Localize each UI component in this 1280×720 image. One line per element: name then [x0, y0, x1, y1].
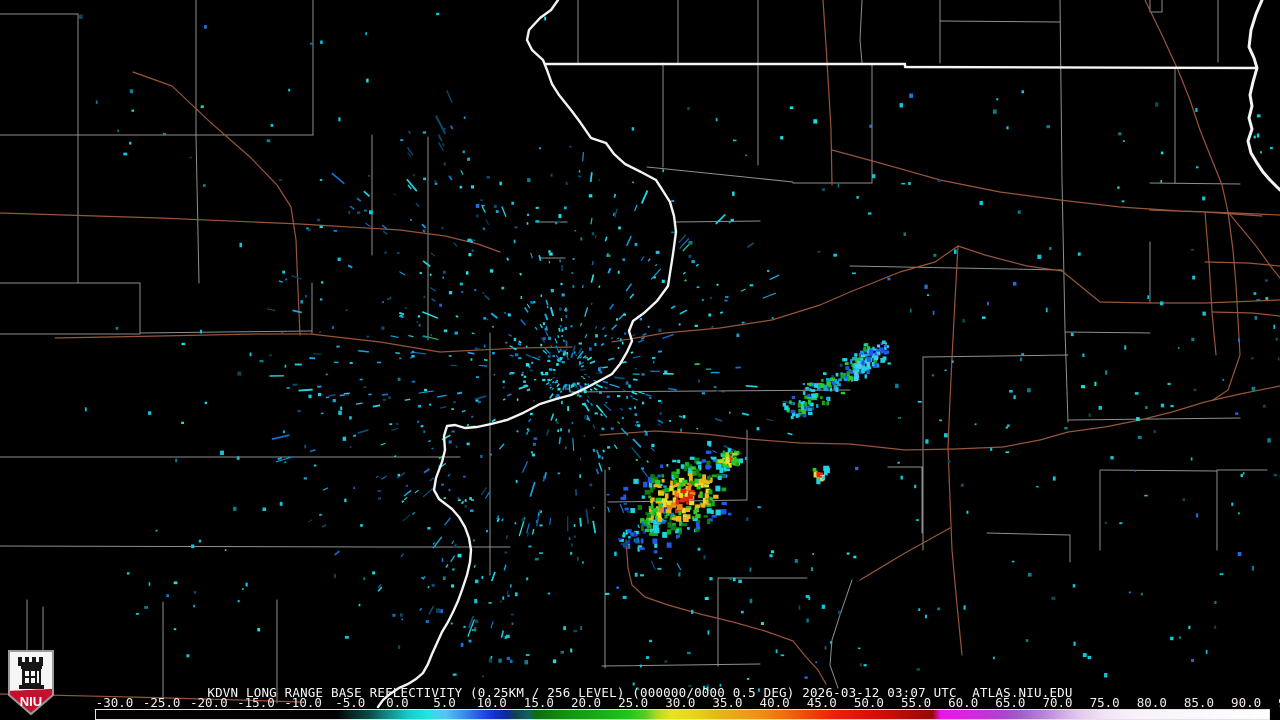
colorbar-tick-label: 30.0	[665, 695, 696, 710]
colorbar-tick-label: -5.0	[335, 695, 366, 710]
colorbar-tick-label: 15.0	[523, 695, 554, 710]
reflectivity-echoes	[78, 12, 1280, 692]
colorbar-tick-label: 20.0	[570, 695, 602, 710]
colorbar-tick-label: 60.0	[948, 695, 979, 710]
colorbar-tick-label: -25.0	[142, 695, 181, 710]
logo-shield-red	[9, 689, 53, 714]
highways	[0, 0, 1280, 703]
castle-windows	[25, 671, 39, 683]
niu-logo: NIU	[8, 650, 54, 716]
colorbar-tick-label: 40.0	[759, 695, 790, 710]
colorbar-tick-label: 0.0	[386, 695, 409, 710]
county-boundaries	[0, 0, 1268, 704]
colorbar-tick-label: 45.0	[806, 695, 837, 710]
colorbar-tick-label: -10.0	[284, 695, 322, 710]
colorbar-tick-label: 80.0	[1136, 695, 1167, 710]
colorbar-tick-label: -15.0	[237, 695, 275, 710]
colorbar-tick-label: 70.0	[1042, 695, 1073, 710]
colorbar-tick-label: 75.0	[1089, 695, 1120, 710]
colorbar-tick-label: -20.0	[189, 695, 228, 710]
colorbar-tick-label: 65.0	[995, 695, 1026, 710]
radar-product-title: KDVN LONG RANGE BASE REFLECTIVITY (0.25K…	[207, 685, 1073, 700]
colorbar-tick-label: 50.0	[853, 695, 884, 710]
state-borders	[376, 0, 1280, 709]
logo-border	[8, 650, 54, 716]
colorbar-tick-label: 10.0	[476, 695, 507, 710]
colorbar-tick-label: 94.5	[1278, 696, 1280, 709]
colorbar-tick-label: -30.0	[95, 695, 134, 710]
colorbar-tick-label: 55.0	[900, 695, 932, 710]
colorbar-tick-label: 25.0	[618, 695, 649, 710]
colorbar-tick-label: 85.0	[1183, 695, 1214, 710]
colorbar-tick-label: 5.0	[433, 695, 456, 710]
reflectivity-colorbar	[95, 709, 1270, 720]
colorbar-tick-label: 90.0	[1231, 695, 1262, 710]
logo-text: NIU	[20, 694, 42, 709]
colorbar-tick-label: 35.0	[712, 695, 743, 710]
